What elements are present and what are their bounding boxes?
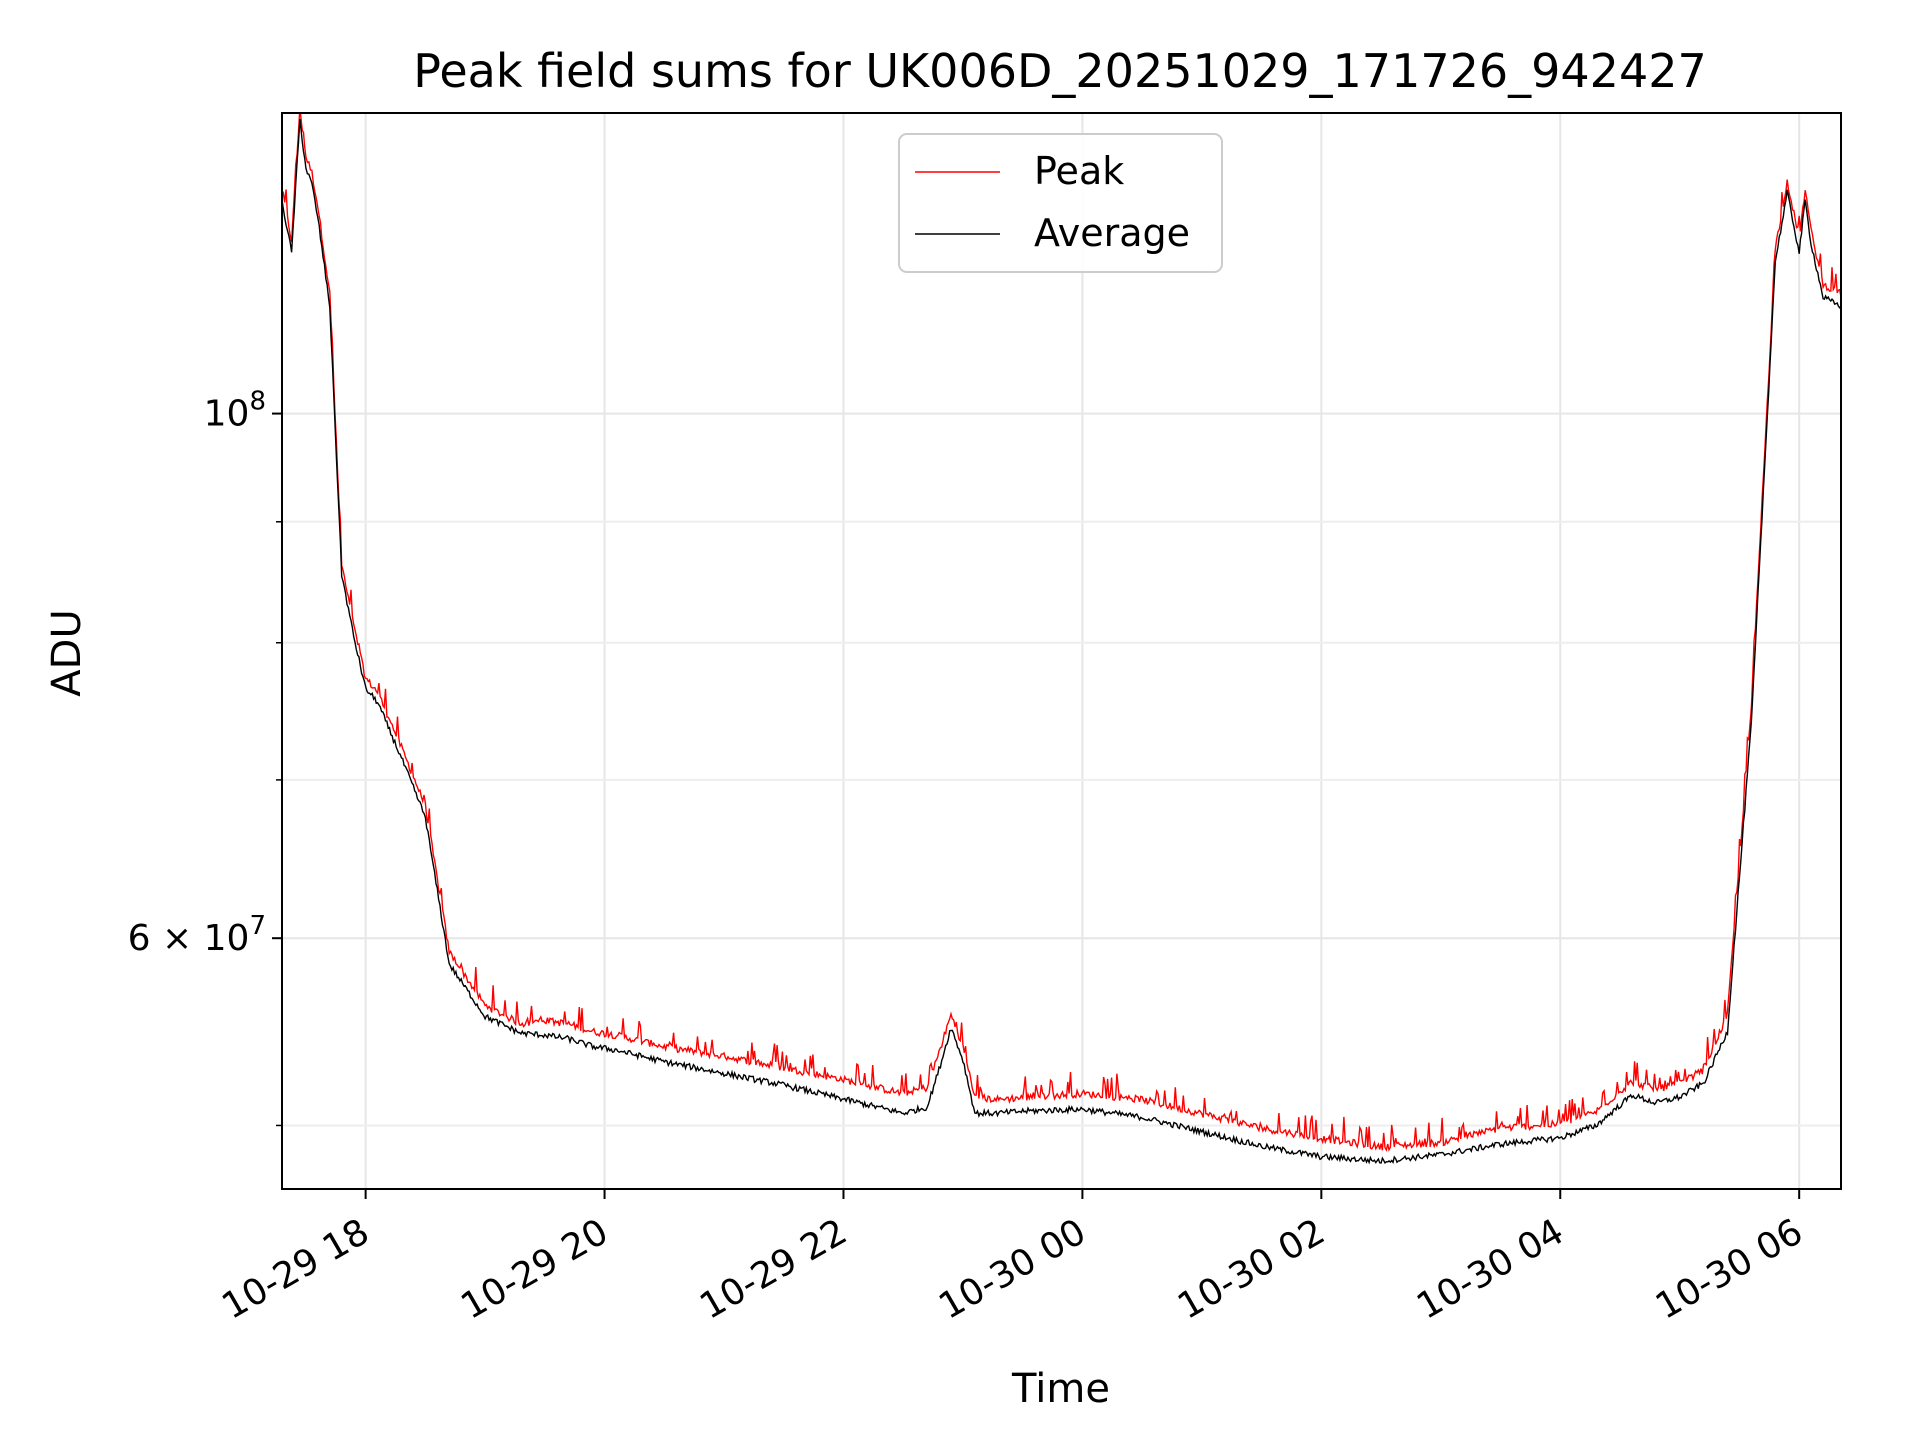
series-line-average [282,118,1841,1165]
y-tick-label: 6 × 107 [128,911,266,959]
legend-peak-label: Peak [1034,149,1124,193]
legend-box [898,133,1223,273]
series-group [282,113,1841,1165]
grid [282,113,1841,1189]
plot-frame [281,112,1842,1190]
series-line-peak [282,113,1841,1152]
y-axis-label: ADU [44,609,90,696]
legend-average-label: Average [1034,211,1190,255]
x-axis-label: Time [1011,1366,1110,1412]
legend: Peak Average [898,133,1223,273]
chart-title: Peak field sums for UK006D_20251029_1717… [413,44,1707,98]
y-axis: 108 6 × 107 [128,387,282,1127]
y-tick-label: 108 [204,387,266,435]
